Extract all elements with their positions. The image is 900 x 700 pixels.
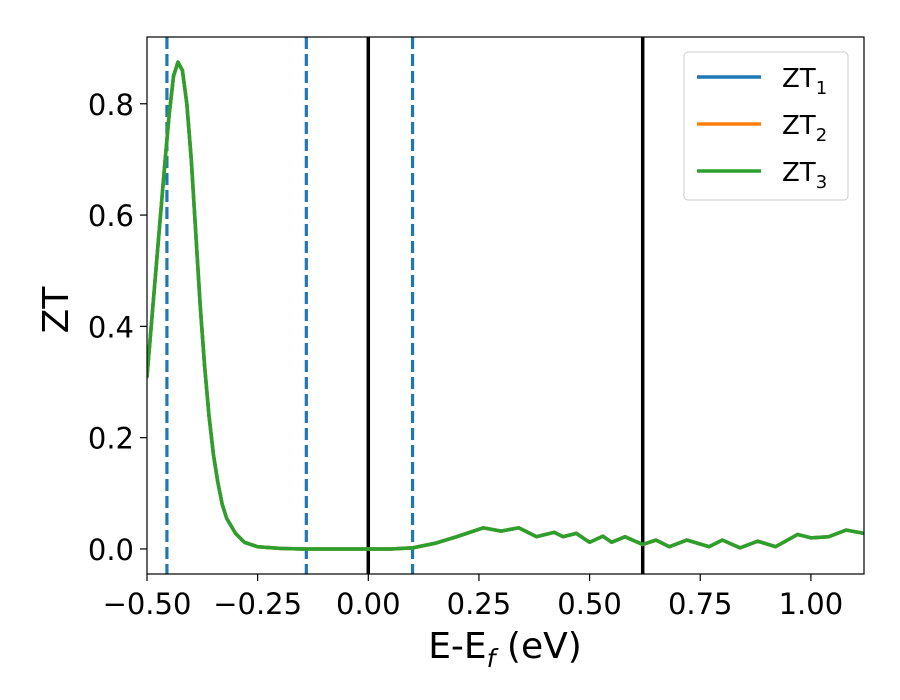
y-tick-label: 0.4 [88,310,134,344]
series-layer [147,60,864,551]
reference-lines [165,37,645,574]
legend-label-zt2: ZT2 [782,111,827,146]
legend-label-zt2-sub: 2 [816,125,827,146]
legend-box [683,51,849,201]
legend-label-zt3: ZT3 [782,158,827,193]
legend-label-zt1-name: ZT [782,64,816,94]
x-axis-title-main: E-E [428,626,486,667]
x-tick-label: 0.00 [336,587,401,621]
x-axis-ticks: −0.50 −0.25 0.00 0.25 0.50 0.75 1.00 [103,574,844,621]
legend-label-zt1-sub: 1 [816,78,827,99]
x-tick-label: −0.50 [103,587,192,621]
y-axis-ticks: 0.0 0.2 0.4 0.6 0.8 [88,88,147,567]
plot-frame [146,36,865,575]
x-tick-label: 1.00 [779,587,844,621]
x-axis-title-unit: (eV) [495,626,581,667]
legend-label-zt3-sub: 3 [816,172,827,193]
x-tick-label: −0.25 [213,587,302,621]
legend: ZT1 ZT2 ZT3 [683,51,849,201]
y-tick-label: 0.2 [88,422,134,456]
x-tick-label: 0.75 [668,587,733,621]
x-tick-label: 0.25 [447,587,512,621]
x-axis-title: E-Ef (eV) [428,626,582,673]
y-tick-label: 0.0 [88,533,134,567]
y-tick-label: 0.6 [88,199,134,233]
legend-label-zt2-name: ZT [782,111,816,141]
legend-label-zt3-name: ZT [782,158,816,188]
x-tick-label: 0.50 [557,587,622,621]
y-tick-label: 0.8 [88,88,134,122]
y-axis-title: ZT [36,286,77,334]
legend-label-zt1: ZT1 [782,64,827,99]
series-line-zt3 [147,60,864,551]
